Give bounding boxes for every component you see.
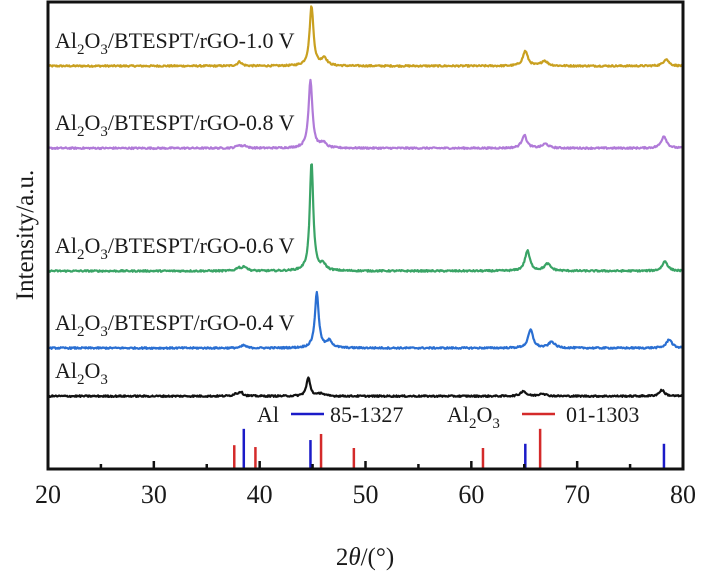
legend-al-phase: Al	[257, 402, 279, 427]
reference-legend: Al 85-1327 Al2O3 01-1303	[257, 402, 639, 432]
trace-al2o3	[47, 376, 684, 399]
series-labels: Al2O3/BTESPT/rGO-1.0 V Al2O3/BTESPT/rGO-…	[55, 28, 295, 388]
series-label-1-0v: Al2O3/BTESPT/rGO-1.0 V	[55, 28, 295, 58]
reference-sticks	[233, 428, 666, 469]
xrd-traces	[47, 5, 684, 399]
x-tick-label: 20	[35, 480, 61, 509]
y-axis-label: Intensity/a.u.	[12, 170, 39, 301]
trace-al2o3-btespt-rgo-0-8-v	[47, 78, 684, 151]
series-label-0-8v: Al2O3/BTESPT/rGO-0.8 V	[55, 110, 295, 140]
x-tick-labels: 20 30 40 50 60 70 80	[35, 480, 696, 509]
x-tick-label: 30	[141, 480, 167, 509]
x-tick-label: 70	[564, 480, 590, 509]
legend-al2o3-phase: Al2O3	[447, 402, 500, 432]
x-axis-label: 2θ/(°)	[336, 544, 394, 571]
x-tick-label: 80	[670, 480, 696, 509]
trace-al2o3-btespt-rgo-0-4-v	[47, 290, 684, 350]
series-label-al2o3: Al2O3	[55, 358, 108, 388]
x-tick-label: 40	[247, 480, 273, 509]
x-tick-label: 60	[458, 480, 484, 509]
trace-al2o3-btespt-rgo-1-0-v	[47, 5, 684, 68]
series-label-0-4v: Al2O3/BTESPT/rGO-0.4 V	[55, 310, 295, 340]
x-tick-label: 50	[353, 480, 379, 509]
legend-al-card: 85-1327	[330, 402, 403, 427]
legend-al2o3-card: 01-1303	[566, 402, 639, 427]
plot-frame	[46, 0, 685, 471]
series-label-0-6v: Al2O3/BTESPT/rGO-0.6 V	[55, 233, 295, 263]
trace-al2o3-btespt-rgo-0-6-v	[47, 163, 684, 273]
